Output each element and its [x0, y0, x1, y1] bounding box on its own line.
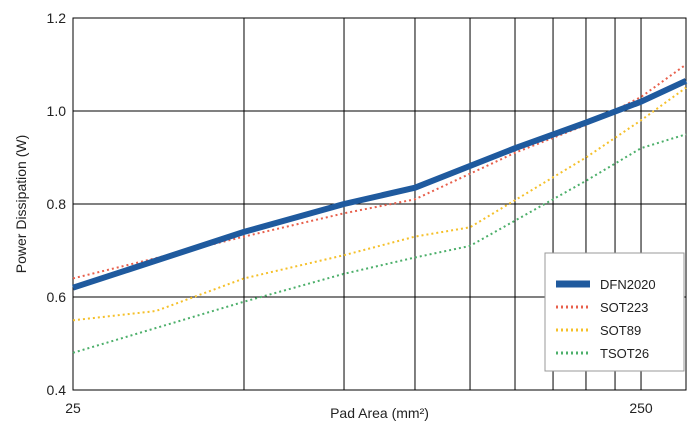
y-tick-label-0: 0.4 — [47, 382, 67, 398]
y-tick-label-4: 1.2 — [47, 10, 67, 26]
series-line-tsot26 — [72, 133, 687, 354]
y-tick-label-2: 0.8 — [47, 196, 67, 212]
legend-label-sot89: SOT89 — [600, 323, 641, 338]
x-tick-label-0: 25 — [65, 400, 81, 416]
legend-label-sot223: SOT223 — [600, 300, 648, 315]
y-axis-label: Power Dissipation (W) — [13, 135, 29, 273]
series-line-sot223 — [72, 63, 687, 280]
series-line-dfn2020 — [72, 78, 688, 291]
legend-label-dfn2020: DFN2020 — [600, 277, 656, 292]
legend-label-tsot26: TSOT26 — [600, 346, 649, 361]
y-tick-label-3: 1.0 — [47, 103, 67, 119]
y-tick-label-1: 0.6 — [47, 289, 67, 305]
x-axis-label: Pad Area (mm²) — [330, 405, 429, 421]
x-tick-label-1: 250 — [629, 400, 653, 416]
legend-box — [544, 252, 685, 372]
legend: DFN2020 SOT223 SOT89 TSOT26 — [544, 252, 685, 372]
tick-labels: 0.4 0.6 0.8 1.0 1.2 25 250 — [47, 10, 653, 416]
series-lines — [72, 63, 688, 354]
plot-frame — [72, 17, 687, 391]
